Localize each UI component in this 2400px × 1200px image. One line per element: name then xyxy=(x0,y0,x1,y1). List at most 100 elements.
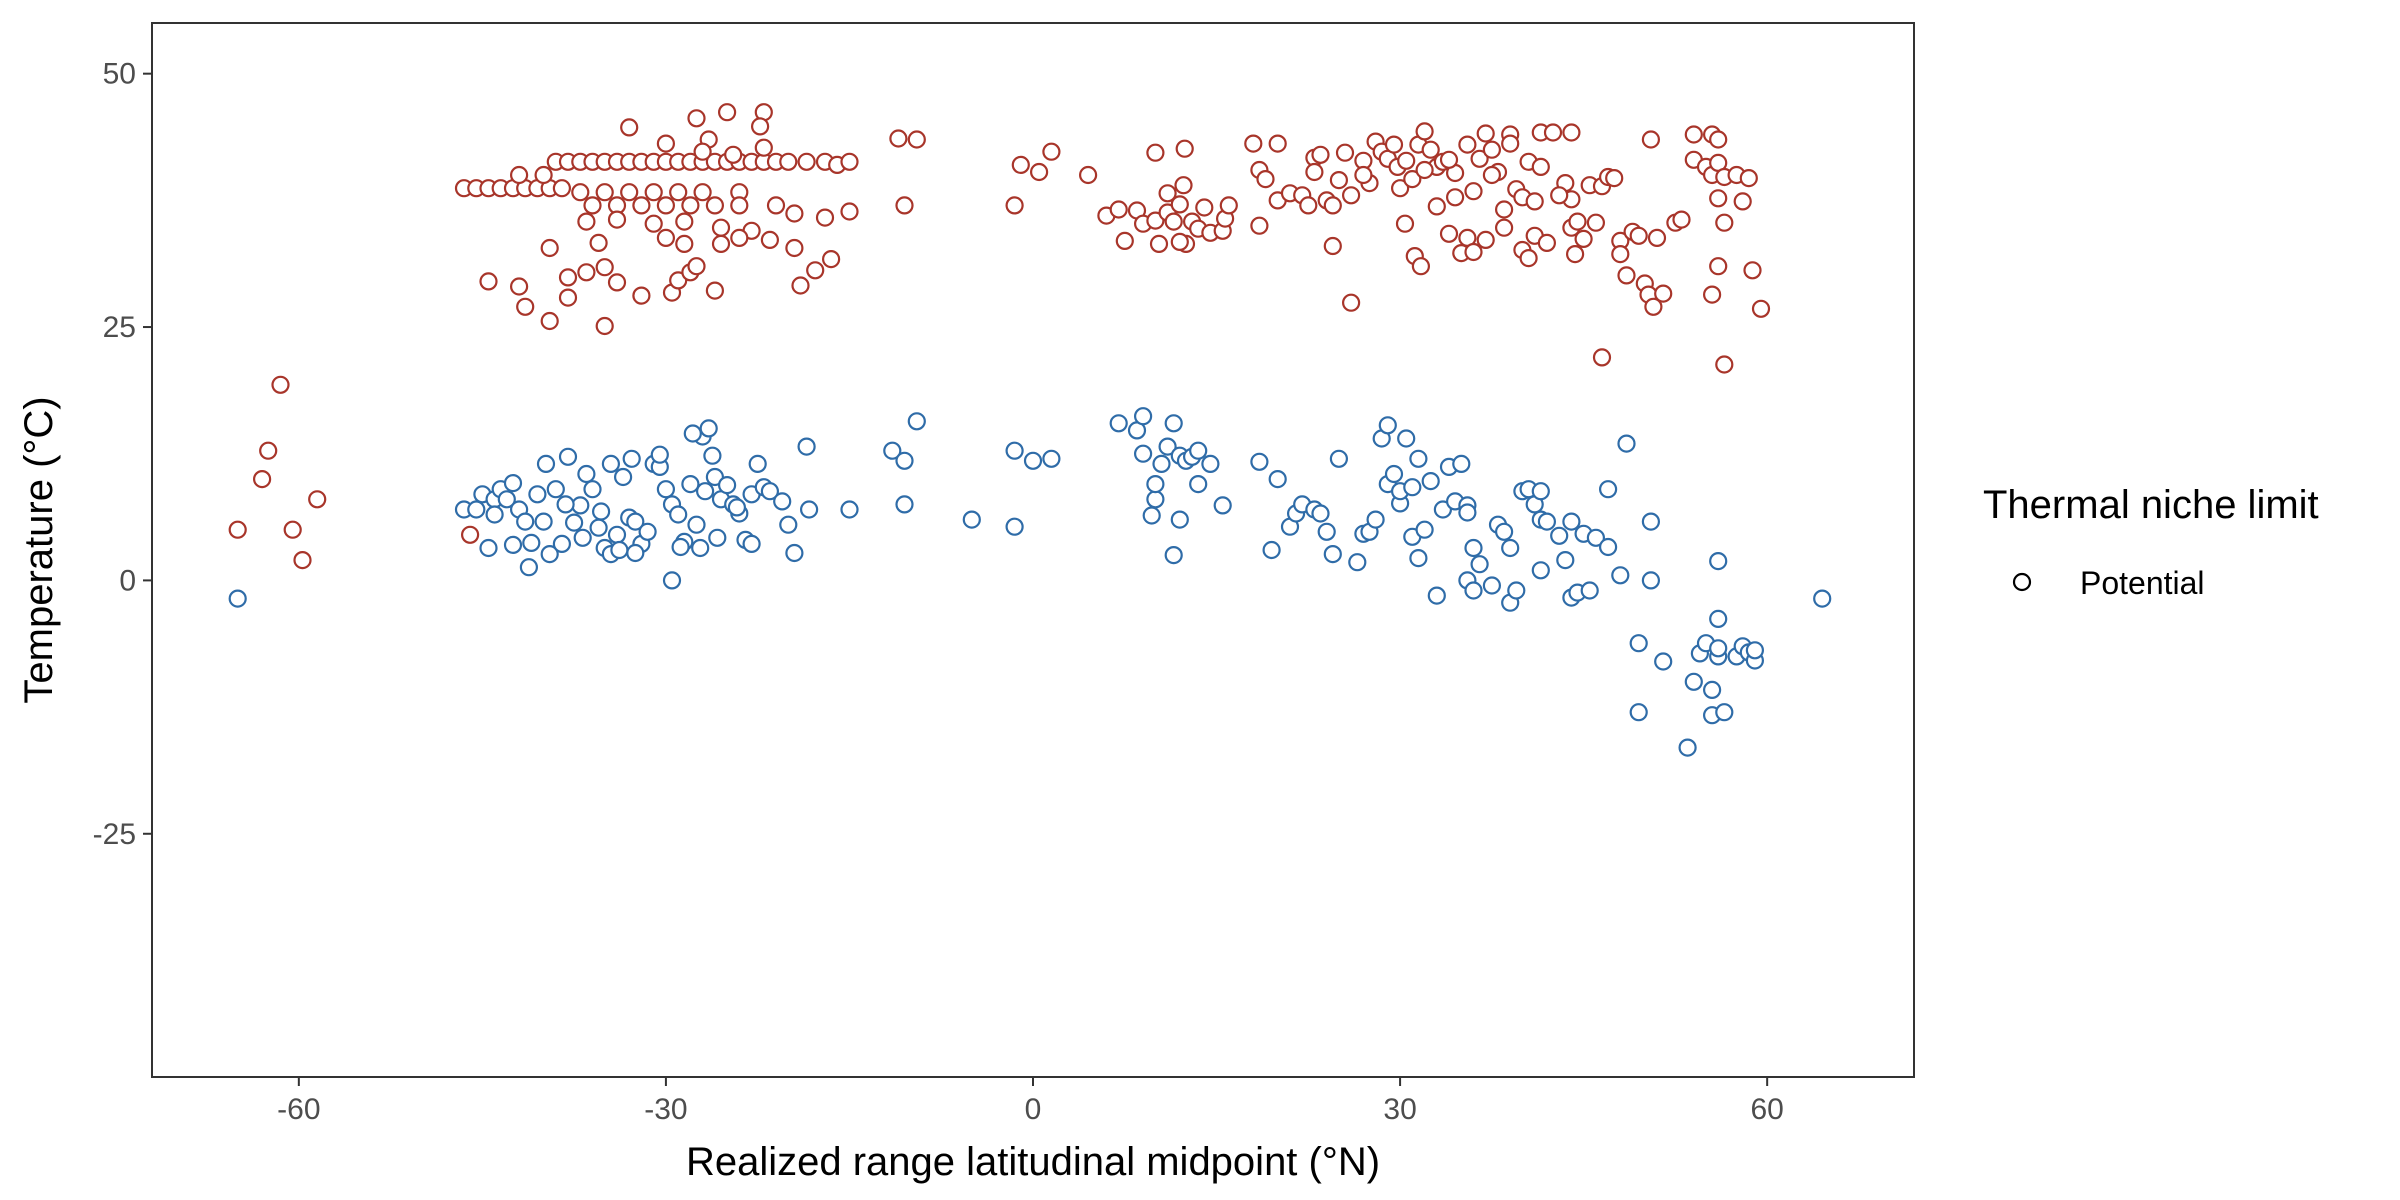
x-tick-label: -30 xyxy=(644,1093,687,1126)
data-point xyxy=(1617,266,1636,285)
data-point xyxy=(536,454,556,473)
x-tick-label: 60 xyxy=(1750,1093,1783,1126)
data-point xyxy=(1152,454,1171,473)
data-point xyxy=(522,533,541,553)
data-point xyxy=(1323,544,1342,564)
data-point xyxy=(785,238,804,258)
data-point xyxy=(1142,506,1161,525)
data-point xyxy=(283,520,302,539)
data-point xyxy=(1146,475,1165,494)
data-point xyxy=(503,535,523,555)
data-point xyxy=(1005,196,1024,215)
data-point xyxy=(1158,437,1177,456)
data-point xyxy=(840,152,859,171)
data-point xyxy=(1133,444,1153,463)
data-point xyxy=(1195,198,1214,217)
data-point xyxy=(760,482,780,501)
data-point xyxy=(671,537,690,557)
data-point xyxy=(750,117,770,136)
data-point xyxy=(1384,464,1404,484)
data-point xyxy=(259,441,278,460)
data-point xyxy=(1201,454,1220,473)
data-point xyxy=(1189,475,1208,494)
data-point xyxy=(1262,540,1281,560)
y-tick-label: 0 xyxy=(119,564,136,597)
data-point xyxy=(1164,545,1183,565)
data-point xyxy=(1709,130,1728,149)
data-point xyxy=(253,470,272,489)
legend-key-potential xyxy=(2012,572,2032,592)
data-point xyxy=(1684,125,1703,144)
data-point xyxy=(1464,242,1483,262)
data-point xyxy=(799,500,819,519)
data-point xyxy=(1329,171,1349,190)
data-point xyxy=(552,179,572,198)
data-point xyxy=(1158,184,1177,203)
legend-title: Thermal niche limit xyxy=(1983,483,2319,527)
data-point xyxy=(613,467,633,487)
data-point xyxy=(1354,165,1373,185)
data-point xyxy=(620,183,639,202)
data-point xyxy=(1078,165,1098,185)
data-point xyxy=(669,183,688,202)
data-point xyxy=(1543,123,1563,142)
data-point xyxy=(656,480,676,499)
data-point xyxy=(748,454,767,473)
data-point xyxy=(1149,234,1169,253)
data-point xyxy=(650,445,669,464)
data-point xyxy=(730,228,749,247)
data-point xyxy=(1170,510,1189,529)
data-point xyxy=(683,424,702,443)
data-point xyxy=(1580,581,1599,600)
data-point xyxy=(1415,122,1434,141)
data-point xyxy=(1598,480,1618,499)
data-point xyxy=(1654,284,1673,303)
data-point xyxy=(687,257,706,276)
data-point xyxy=(1709,639,1728,658)
data-point xyxy=(1397,429,1416,448)
data-point xyxy=(806,261,825,280)
data-point xyxy=(1476,124,1495,143)
data-point xyxy=(703,446,722,465)
data-point xyxy=(589,518,608,537)
data-point xyxy=(1494,200,1514,219)
data-point xyxy=(293,550,312,570)
data-point xyxy=(730,196,749,215)
data-point xyxy=(754,138,773,157)
data-point xyxy=(1501,134,1520,153)
data-point xyxy=(1042,449,1061,468)
data-point xyxy=(675,212,694,231)
data-point xyxy=(622,449,641,468)
data-point xyxy=(889,129,908,148)
data-point xyxy=(626,543,645,563)
data-point xyxy=(681,196,700,215)
data-point xyxy=(1164,414,1183,433)
data-point xyxy=(691,538,710,558)
data-point xyxy=(1550,526,1569,545)
data-point xyxy=(1629,226,1648,245)
x-axis: -60 -30 0 30 60 xyxy=(277,1077,1784,1126)
data-point xyxy=(711,234,731,253)
data-point xyxy=(571,183,590,202)
data-point xyxy=(962,510,981,529)
y-tick-label: -25 xyxy=(93,818,136,851)
data-point xyxy=(1739,169,1758,188)
data-point xyxy=(1023,451,1043,470)
data-point xyxy=(1562,123,1581,142)
data-point xyxy=(497,490,516,509)
data-point xyxy=(1715,213,1734,232)
data-point xyxy=(564,513,584,532)
y-axis: -25 0 25 50 xyxy=(93,58,152,851)
data-point xyxy=(1531,157,1550,176)
data-point xyxy=(1109,414,1128,433)
y-axis-title: Temperature (°C) xyxy=(17,396,61,703)
data-point xyxy=(626,512,645,531)
data-point xyxy=(595,316,614,336)
data-point xyxy=(595,183,614,202)
data-point xyxy=(607,210,627,229)
data-point xyxy=(791,276,810,295)
x-tick-label: -60 xyxy=(277,1093,320,1126)
data-point xyxy=(528,485,547,504)
data-point xyxy=(573,528,592,547)
data-point xyxy=(656,196,676,215)
